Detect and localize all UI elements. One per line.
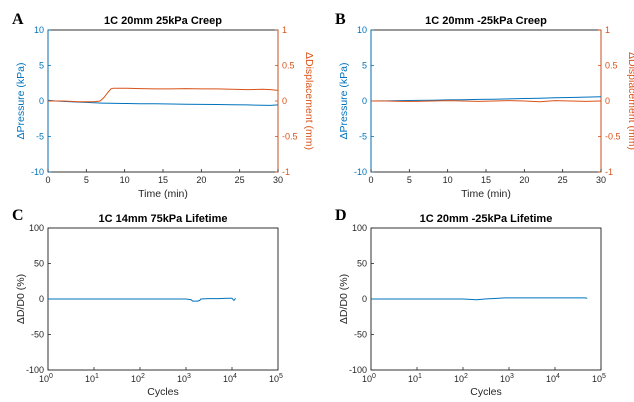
series-line-orange — [371, 100, 602, 103]
x-tick-label: 101 — [408, 373, 422, 384]
series-line-blue — [371, 297, 588, 301]
series-line-blue — [370, 96, 602, 102]
y2-tick-label: 0 — [605, 96, 610, 106]
chart-title: 1C 14mm 75kPa Lifetime — [98, 213, 227, 225]
panel-letter-b: B — [335, 11, 346, 28]
x-tick-label: 20 — [519, 175, 529, 185]
x-tick-label: 10 — [120, 175, 130, 185]
series-line-blue — [48, 297, 236, 302]
y2-tick-label: 0.5 — [282, 61, 295, 71]
y2-axis-label: ΔDisplacement (mm) — [303, 52, 315, 150]
y-tick-label: 100 — [352, 223, 367, 233]
x-tick-label: 105 — [592, 373, 606, 384]
x-tick-label: 0 — [45, 175, 50, 185]
y-tick-label: 50 — [34, 259, 44, 269]
y2-tick-label: -1 — [282, 167, 290, 177]
y-tick-label: 10 — [34, 25, 44, 35]
x-tick-label: 20 — [196, 175, 206, 185]
chart-title: 1C 20mm -25kPa Creep — [425, 15, 547, 27]
x-tick-label: 100 — [362, 373, 376, 384]
y-tick-label: -10 — [354, 167, 367, 177]
x-tick-label: 30 — [273, 175, 283, 185]
x-axis-label: Time (min) — [138, 188, 188, 200]
x-axis-label: Cycles — [470, 386, 502, 398]
y-tick-label: -100 — [26, 365, 44, 375]
y-tick-label: -50 — [31, 330, 44, 340]
y2-tick-label: -0.5 — [282, 132, 298, 142]
x-tick-label: 104 — [223, 373, 237, 384]
x-tick-label: 10 — [443, 175, 453, 185]
series-line-blue — [47, 99, 279, 106]
y-axis-label: ΔPressure (kPa) — [338, 62, 350, 139]
chart-title: 1C 20mm -25kPa Lifetime — [420, 213, 553, 225]
x-tick-label: 102 — [131, 373, 145, 384]
y-tick-label: 0 — [362, 294, 367, 304]
y2-tick-label: -0.5 — [605, 132, 621, 142]
x-tick-label: 103 — [500, 373, 514, 384]
y-tick-label: 0 — [39, 294, 44, 304]
y2-tick-label: 1 — [282, 25, 287, 35]
x-tick-label: 25 — [558, 175, 568, 185]
x-tick-label: 104 — [546, 373, 560, 384]
y-tick-label: -5 — [36, 132, 44, 142]
x-tick-label: 30 — [596, 175, 606, 185]
x-tick-label: 25 — [235, 175, 245, 185]
x-tick-label: 5 — [84, 175, 89, 185]
x-tick-label: 0 — [368, 175, 373, 185]
y-tick-label: 10 — [357, 25, 367, 35]
x-tick-label: 103 — [177, 373, 191, 384]
plot-frame — [47, 29, 279, 173]
x-tick-label: 101 — [85, 373, 99, 384]
x-tick-label: 102 — [454, 373, 468, 384]
y-axis-label: ΔPressure (kPa) — [15, 62, 27, 139]
y-tick-label: 50 — [357, 259, 367, 269]
y-axis-label: ΔD/D0 (%) — [15, 274, 27, 324]
x-tick-label: 105 — [269, 373, 283, 384]
panel-letter-a: A — [12, 11, 24, 28]
x-tick-label: 5 — [407, 175, 412, 185]
y-tick-label: -100 — [349, 365, 367, 375]
y2-tick-label: 1 — [605, 25, 610, 35]
y-tick-label: 0 — [362, 96, 367, 106]
y2-axis-label: ΔDisplacement (mm) — [626, 52, 634, 150]
y-tick-label: -10 — [31, 167, 44, 177]
x-tick-label: 15 — [158, 175, 168, 185]
x-axis-label: Time (min) — [461, 188, 511, 200]
y-tick-label: -50 — [354, 330, 367, 340]
series-line-orange — [48, 87, 279, 103]
y-tick-label: 100 — [29, 223, 44, 233]
y2-tick-label: 0.5 — [605, 61, 618, 71]
y-tick-label: 5 — [362, 61, 367, 71]
y2-tick-label: -1 — [605, 167, 613, 177]
x-tick-label: 15 — [481, 175, 491, 185]
y-axis-label: ΔD/D0 (%) — [338, 274, 350, 324]
x-tick-label: 100 — [39, 373, 53, 384]
y2-tick-label: 0 — [282, 96, 287, 106]
chart-title: 1C 20mm 25kPa Creep — [104, 15, 222, 27]
y-tick-label: 0 — [39, 96, 44, 106]
panel-letter-c: C — [12, 207, 24, 224]
y-tick-label: 5 — [39, 61, 44, 71]
y-tick-label: -5 — [359, 132, 367, 142]
panel-letter-d: D — [335, 207, 347, 224]
x-axis-label: Cycles — [147, 386, 179, 398]
